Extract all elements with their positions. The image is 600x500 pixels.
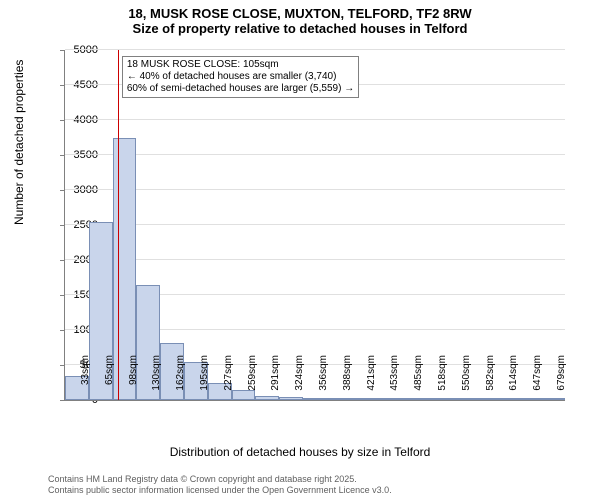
x-tick-label: 33sqm xyxy=(80,355,91,405)
x-tick-label: 647sqm xyxy=(532,355,543,405)
x-tick-label: 614sqm xyxy=(508,355,519,405)
x-tick-label: 679sqm xyxy=(556,355,567,405)
x-tick-label: 98sqm xyxy=(128,355,139,405)
x-tick-label: 388sqm xyxy=(342,355,353,405)
x-tick-label: 162sqm xyxy=(175,355,186,405)
footer-line-1: Contains HM Land Registry data © Crown c… xyxy=(48,474,392,485)
footer-line-2: Contains public sector information licen… xyxy=(48,485,392,496)
x-tick-label: 356sqm xyxy=(318,355,329,405)
y-axis-label: Number of detached properties xyxy=(12,60,26,225)
x-tick-label: 65sqm xyxy=(104,355,115,405)
x-tick-label: 259sqm xyxy=(247,355,258,405)
x-tick-label: 227sqm xyxy=(223,355,234,405)
reference-line xyxy=(118,50,119,400)
title-block: 18, MUSK ROSE CLOSE, MUXTON, TELFORD, TF… xyxy=(0,0,600,36)
x-tick-label: 324sqm xyxy=(294,355,305,405)
chart-container: 18, MUSK ROSE CLOSE, MUXTON, TELFORD, TF… xyxy=(0,0,600,500)
x-tick-label: 291sqm xyxy=(270,355,281,405)
title-line-1: 18, MUSK ROSE CLOSE, MUXTON, TELFORD, TF… xyxy=(0,6,600,21)
x-tick-label: 518sqm xyxy=(437,355,448,405)
annotation-box: 18 MUSK ROSE CLOSE: 105sqm ← 40% of deta… xyxy=(122,56,359,98)
x-tick-label: 485sqm xyxy=(413,355,424,405)
x-axis-label: Distribution of detached houses by size … xyxy=(0,445,600,459)
footer: Contains HM Land Registry data © Crown c… xyxy=(48,474,392,496)
plot-area: 18 MUSK ROSE CLOSE: 105sqm ← 40% of deta… xyxy=(64,50,565,401)
x-tick-label: 130sqm xyxy=(151,355,162,405)
annotation-line-3: 60% of semi-detached houses are larger (… xyxy=(127,83,354,95)
x-tick-label: 453sqm xyxy=(389,355,400,405)
x-tick-label: 421sqm xyxy=(366,355,377,405)
x-tick-label: 582sqm xyxy=(485,355,496,405)
annotation-line-1: 18 MUSK ROSE CLOSE: 105sqm xyxy=(127,59,354,71)
x-tick-label: 550sqm xyxy=(461,355,472,405)
x-tick-label: 195sqm xyxy=(199,355,210,405)
title-line-2: Size of property relative to detached ho… xyxy=(0,21,600,36)
annotation-line-2: ← 40% of detached houses are smaller (3,… xyxy=(127,71,354,83)
